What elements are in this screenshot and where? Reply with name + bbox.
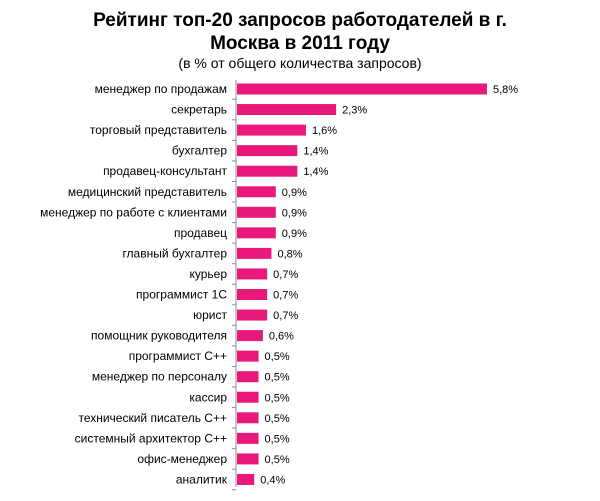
category-label: секретарь <box>171 103 227 117</box>
bar <box>237 412 259 424</box>
data-label: 0,9% <box>282 207 307 219</box>
bar <box>237 371 259 383</box>
bar <box>237 473 255 485</box>
data-label: 0,5% <box>265 433 290 445</box>
category-label: медицинский представитель <box>68 185 227 199</box>
category-label: бухгалтер <box>172 144 227 158</box>
bar <box>237 268 268 280</box>
chart-subtitle: (в % от общего количества запросов) <box>178 55 422 71</box>
bar <box>237 206 276 218</box>
data-label: 0,7% <box>273 290 298 302</box>
data-label: 5,8% <box>493 84 518 96</box>
category-label: менеджер по продажам <box>95 82 227 96</box>
category-label: продавец <box>174 226 227 240</box>
category-label: главный бухгалтер <box>122 246 227 260</box>
chart-title-line-1: Рейтинг топ-20 запросов работодателей в … <box>93 10 507 31</box>
bar <box>237 145 298 157</box>
bar <box>237 350 259 362</box>
data-label: 2,3% <box>342 105 367 117</box>
data-label: 1,6% <box>312 125 337 137</box>
bar <box>237 165 298 177</box>
bar <box>237 330 263 342</box>
data-label: 0,5% <box>265 392 290 404</box>
data-label: 0,6% <box>269 331 294 343</box>
category-label: юрист <box>193 308 227 322</box>
category-label: программист 1С <box>136 288 227 302</box>
data-label: 1,4% <box>303 166 328 178</box>
bar <box>237 432 259 444</box>
bar <box>237 83 487 95</box>
bar <box>237 289 268 300</box>
category-label: технический писатель С++ <box>78 411 227 425</box>
data-label: 1,4% <box>303 146 328 158</box>
bar <box>237 247 272 259</box>
chart-title-line-2: Москва в 2011 году <box>210 33 390 54</box>
data-label: 0,4% <box>260 474 285 486</box>
category-label: менеджер по работе с клиентами <box>40 205 227 219</box>
category-label: торговый представитель <box>90 123 227 137</box>
bar <box>237 453 259 465</box>
bar <box>237 186 276 198</box>
bar <box>237 391 259 403</box>
bar <box>237 227 276 239</box>
data-label: 0,5% <box>265 351 290 363</box>
category-label: офис-менеджер <box>137 452 227 466</box>
category-label: менеджер по персоналу <box>92 370 227 384</box>
data-label: 0,5% <box>265 372 290 384</box>
category-label: аналитик <box>176 472 228 486</box>
data-label: 0,5% <box>265 413 290 425</box>
data-label: 0,9% <box>282 187 307 199</box>
bar <box>237 104 337 116</box>
data-label: 0,7% <box>273 310 298 322</box>
category-label: продавец-консультант <box>103 164 227 178</box>
bar <box>237 309 268 321</box>
data-label: 0,8% <box>277 248 302 260</box>
data-label: 0,7% <box>273 269 298 281</box>
category-label: системный архитектор С++ <box>75 431 227 445</box>
data-label: 0,9% <box>282 228 307 240</box>
category-label: кассир <box>189 390 227 404</box>
category-label: программист С++ <box>129 349 227 363</box>
data-label: 0,5% <box>265 454 290 466</box>
category-label: курьер <box>189 267 227 281</box>
category-label: помощник руководителя <box>91 329 227 343</box>
bar <box>237 124 306 136</box>
